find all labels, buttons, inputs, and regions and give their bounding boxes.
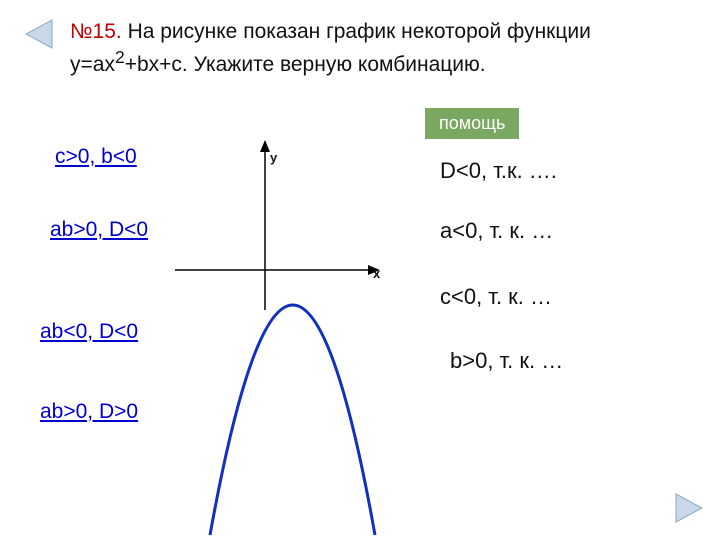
hint-a: a<0, т. к. …	[440, 218, 553, 244]
hint-d: D<0, т.к. ….	[440, 158, 557, 184]
answer-option-2[interactable]: аb<0, D<0	[40, 320, 138, 344]
hint-b: b>0, т. к. …	[450, 348, 563, 374]
problem-text-1: На рисунке показан график некоторой функ…	[122, 20, 591, 43]
hint-c: c<0, т. к. …	[440, 284, 552, 310]
problem-title: №15. На рисунке показан график некоторой…	[70, 18, 670, 80]
x-axis-label: x	[373, 266, 380, 281]
help-button[interactable]: помощь	[425, 108, 519, 139]
nav-next-button[interactable]	[670, 490, 706, 526]
problem-text-2: y=ax2+bx+c. Укажите верную комбинацию.	[70, 53, 486, 76]
nav-prev-button[interactable]	[22, 16, 58, 52]
parabola-chart: x y	[175, 140, 415, 520]
y-axis-label: y	[270, 150, 277, 165]
problem-number: №15.	[70, 20, 122, 43]
answer-option-0[interactable]: с>0, b<0	[55, 145, 137, 169]
answer-option-1[interactable]: аb>0, D<0	[50, 218, 148, 242]
answer-option-3[interactable]: аb>0, D>0	[40, 400, 138, 424]
arrow-right-icon	[670, 490, 706, 526]
arrow-left-icon	[22, 16, 58, 52]
